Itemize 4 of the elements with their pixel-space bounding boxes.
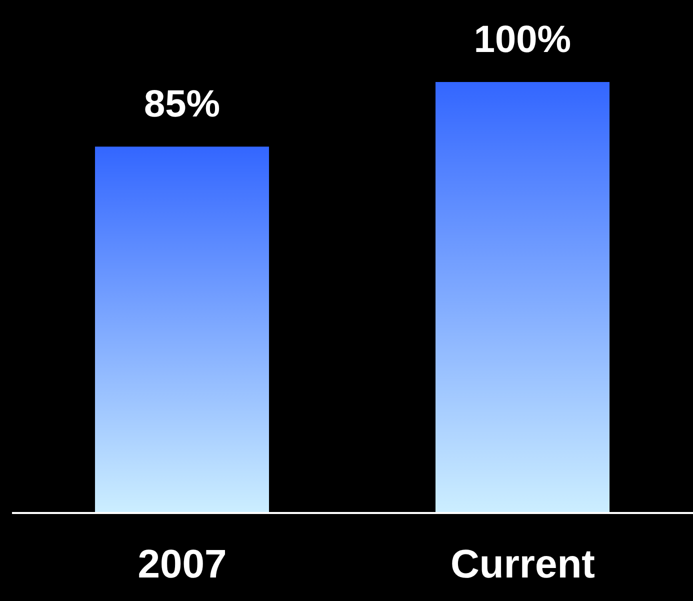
- x-tick-label: 2007: [138, 542, 227, 586]
- data-label: 100%: [474, 19, 572, 61]
- x-tick-label: Current: [450, 542, 595, 586]
- data-label: 85%: [144, 84, 220, 126]
